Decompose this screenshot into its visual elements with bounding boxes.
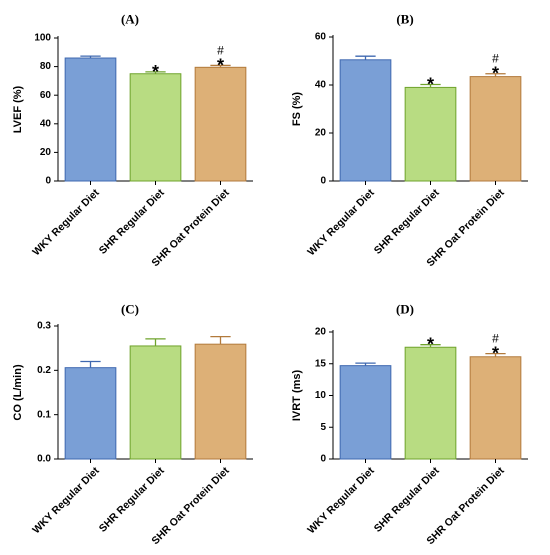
- category-label: WKY Regular Diet: [305, 186, 377, 258]
- y-tick-label: 15: [315, 358, 327, 369]
- bar-1: [404, 346, 457, 460]
- panel-label: (C): [121, 302, 139, 317]
- y-tick-label: 10: [315, 390, 327, 401]
- y-tick-label: 40: [40, 118, 52, 129]
- y-tick-label: 0: [320, 454, 326, 465]
- significance-star: *: [427, 75, 434, 95]
- y-tick-label: 0.2: [37, 365, 51, 376]
- bar-1: [404, 86, 457, 182]
- y-tick-label: 0: [320, 176, 326, 187]
- bar-0: [64, 367, 117, 460]
- y-tick-label: 0.3: [37, 321, 51, 332]
- y-axis-label: CO (L/min): [12, 364, 24, 421]
- panel-label: (A): [121, 12, 139, 27]
- y-tick-label: 20: [315, 327, 327, 338]
- bar-2: [469, 356, 522, 460]
- significance-star: *: [492, 344, 499, 364]
- y-tick-label: 5: [320, 422, 326, 433]
- bar-2: [469, 76, 522, 182]
- category-label: WKY Regular Diet: [305, 464, 377, 536]
- chart-panel-2: (C) CO (L/min) 0.0 0.1 0.2 0.3 WKY Regular Die…: [12, 302, 253, 547]
- significance-hash: #: [217, 43, 224, 57]
- significance-star: *: [217, 55, 224, 75]
- y-tick-label: 0.1: [37, 409, 51, 420]
- category-label: WKY Regular Diet: [30, 186, 102, 258]
- panel-label: (B): [396, 12, 413, 27]
- panel-label: (D): [396, 302, 414, 317]
- y-axis-label: IVRT (ms): [291, 369, 303, 421]
- y-tick-label: 20: [40, 147, 52, 158]
- bar-1: [129, 73, 182, 182]
- bar-2: [194, 66, 247, 182]
- category-label: SHR Regular Diet: [372, 464, 442, 534]
- significance-star: *: [152, 62, 159, 82]
- significance-star: *: [427, 335, 434, 355]
- y-tick-label: 0.0: [37, 454, 51, 465]
- category-label: SHR Regular Diet: [97, 464, 167, 534]
- chart-panel-0: (A) LVEF (%) 0 20 40 60 80 100 WKY Regular DietS…: [12, 12, 253, 269]
- category-label: SHR Regular Diet: [372, 186, 442, 256]
- y-tick-label: 100: [34, 33, 51, 44]
- y-tick-label: 20: [315, 128, 327, 139]
- significance-hash: #: [492, 332, 499, 346]
- y-tick-label: 60: [40, 90, 52, 101]
- y-tick-label: 80: [40, 61, 52, 72]
- bar-0: [64, 57, 117, 182]
- significance-hash: #: [492, 52, 499, 66]
- y-tick-label: 0: [45, 176, 51, 187]
- y-tick-label: 40: [315, 80, 327, 91]
- category-label: WKY Regular Diet: [30, 464, 102, 536]
- bar-0: [339, 365, 392, 460]
- y-axis-label: FS (%): [291, 92, 303, 127]
- chart-panel-3: (D) IVRT (ms) 0 5 10 15 20 WKY Regular DietSHR …: [291, 302, 528, 547]
- significance-star: *: [492, 64, 499, 84]
- category-label: SHR Regular Diet: [97, 186, 167, 256]
- y-axis-label: LVEF (%): [12, 85, 24, 133]
- y-tick-label: 60: [315, 32, 327, 43]
- bar-0: [339, 59, 392, 182]
- bar-2: [194, 343, 247, 460]
- bar-1: [129, 345, 182, 460]
